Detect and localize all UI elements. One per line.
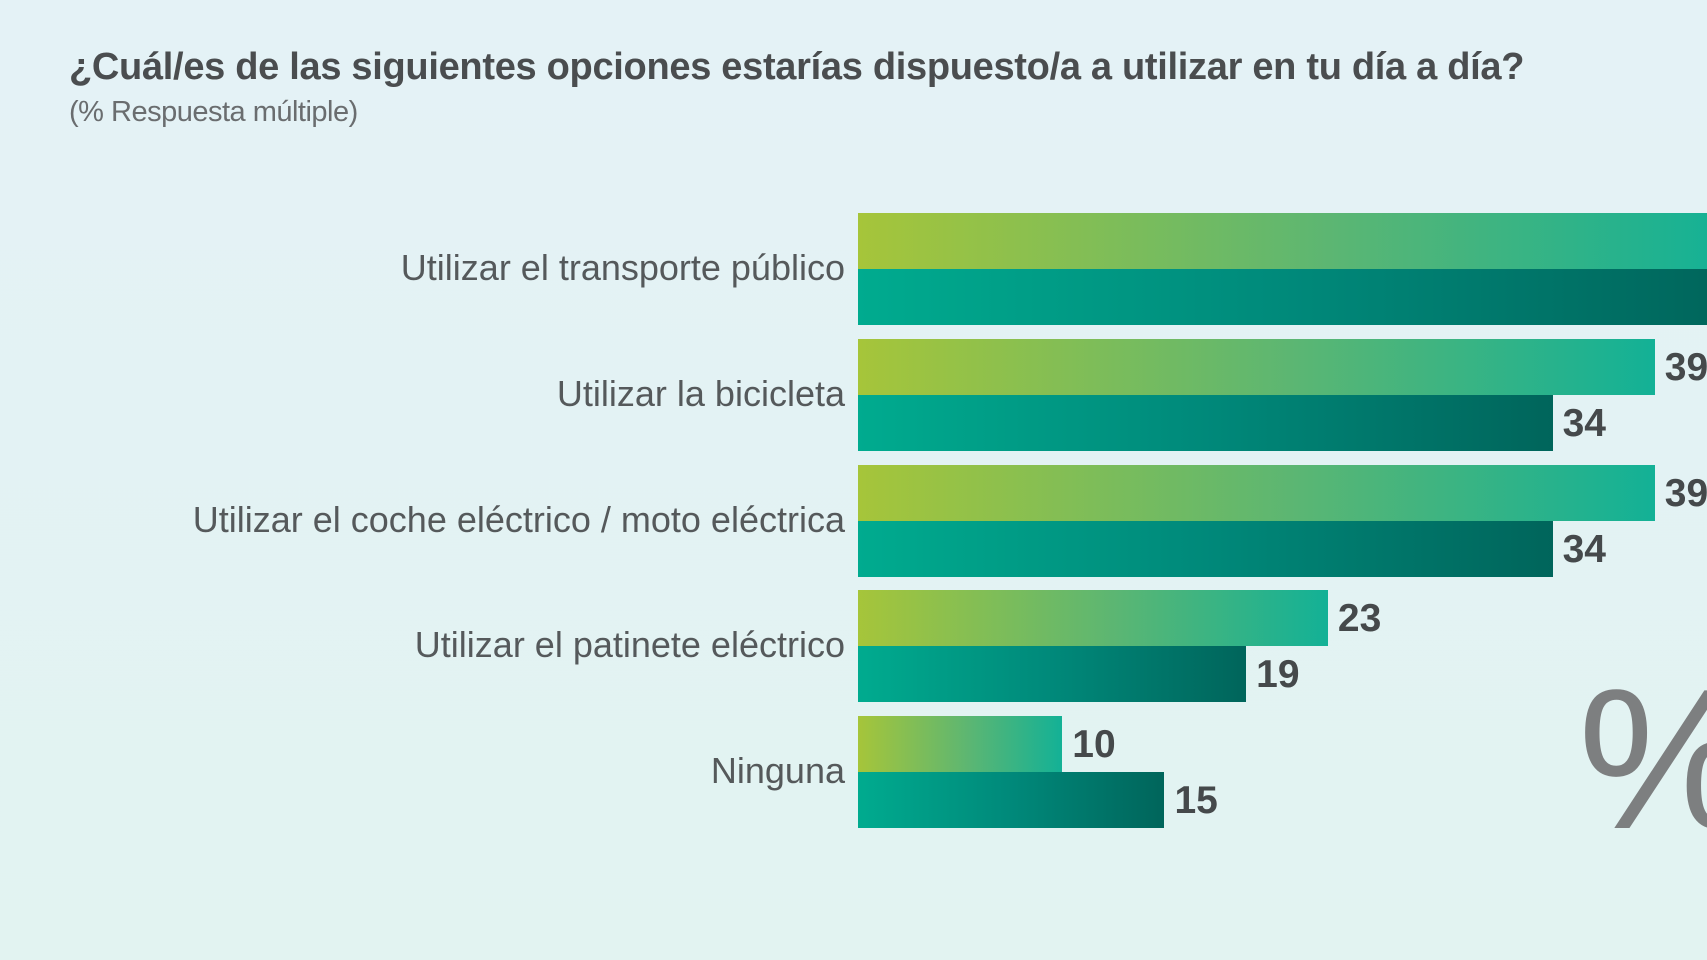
data-label: 34	[1562, 401, 1606, 445]
bar-series-0	[858, 464, 1655, 521]
bar-series-1	[858, 269, 1707, 325]
data-label: 39	[1664, 345, 1707, 389]
chart-title: ¿Cuál/es de las siguientes opciones esta…	[69, 46, 1525, 88]
category-label: Utilizar el patinete eléctrico	[414, 624, 845, 666]
chart-subtitle: (% Respuesta múltiple)	[69, 96, 358, 128]
data-label: 23	[1337, 597, 1382, 641]
data-label: 15	[1174, 779, 1218, 823]
data-label: 34	[1562, 527, 1606, 571]
bar-series-1	[858, 646, 1247, 703]
bar-series-1	[858, 520, 1553, 577]
percent-symbol: %	[1578, 660, 1707, 860]
category-label: Utilizar la bicicleta	[556, 372, 845, 414]
bar-series-0	[858, 590, 1328, 647]
bar-series-0	[858, 716, 1063, 773]
data-label: 39	[1664, 471, 1707, 515]
bar-series-1	[858, 394, 1553, 451]
bar-series-1	[858, 772, 1165, 829]
bar-series-0	[858, 338, 1655, 395]
category-label: Ninguna	[710, 750, 845, 792]
bar-series-0	[858, 213, 1707, 269]
data-label: 10	[1072, 723, 1116, 767]
data-label: 19	[1256, 653, 1300, 697]
category-label: Utilizar el transporte público	[400, 247, 845, 288]
category-label: Utilizar el coche eléctrico / moto eléct…	[192, 498, 845, 540]
